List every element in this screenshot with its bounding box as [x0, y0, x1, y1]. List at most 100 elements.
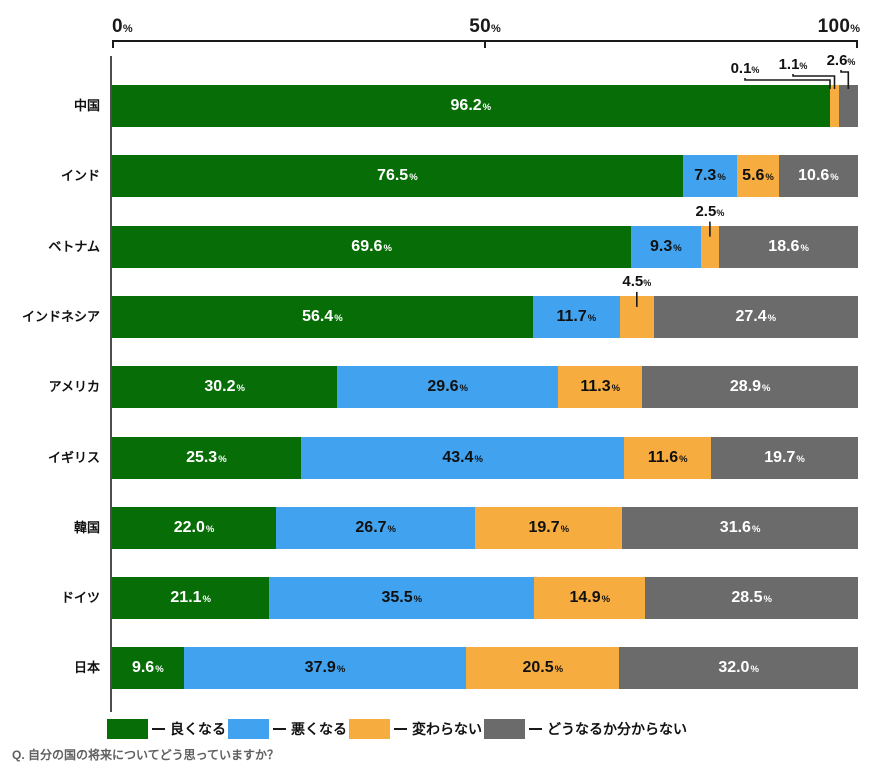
value-number: 0.1 — [730, 60, 752, 77]
legend-dash — [152, 728, 165, 730]
segment-unknown: 27.4% — [653, 295, 858, 338]
segment-value-label: 37.9% — [305, 659, 346, 677]
segment-unchanged: 20.5% — [466, 647, 620, 690]
category-label: 日本 — [73, 660, 100, 676]
percent-sign: % — [765, 172, 774, 184]
category-label: イギリス — [47, 449, 100, 465]
segment-unchanged: 11.3% — [558, 366, 643, 409]
segment-better: 9.6% — [112, 647, 184, 690]
value-number: 21.1 — [170, 589, 202, 607]
segment-better: 21.1% — [112, 577, 270, 620]
segment-unknown: 31.6% — [622, 506, 858, 549]
value-number: 69.6 — [351, 237, 383, 255]
segment-value-label: 19.7% — [764, 449, 805, 467]
segment-value-label: 56.4% — [302, 308, 343, 326]
x-axis-tick-label-0: 0% — [112, 15, 133, 39]
bar-row: 76.5% 7.3% 5.6% 10.6% — [112, 155, 858, 198]
value-number: 43.4 — [442, 448, 474, 466]
segment-value-label: 28.5% — [731, 589, 772, 607]
value-number: 37.9 — [304, 659, 336, 677]
callout-value-label: 0.1% — [729, 60, 761, 77]
segment-value-label: 21.1% — [170, 589, 211, 607]
legend-label: どうなるか分からない — [547, 721, 687, 737]
value-number: 20.5 — [522, 659, 554, 677]
value-number: 31.6 — [719, 518, 751, 536]
segment-value-label: 11.7% — [557, 308, 597, 326]
segment-unknown: 18.6% — [719, 225, 858, 268]
segment-unchanged — [620, 295, 654, 338]
percent-sign: % — [716, 207, 725, 218]
percent-sign: % — [762, 383, 771, 395]
value-number: 30.2 — [204, 378, 236, 396]
segment-worse: 11.7% — [532, 295, 621, 338]
segment-value-label: 96.2% — [451, 97, 492, 115]
percent-sign: % — [560, 523, 570, 535]
callout-value-label: 4.5% — [621, 272, 653, 290]
survey-question: Q. 自分の国の将来についてどう思っていますか？ — [12, 748, 280, 762]
category-label: 韓国 — [73, 519, 100, 535]
category-label: アメリカ — [48, 379, 100, 395]
x-axis-tick-50 — [484, 42, 486, 48]
segment-better: 96.2% — [112, 85, 830, 127]
x-axis-tick-label-100: 100% — [818, 15, 860, 39]
segment-value-label: 18.6% — [768, 238, 809, 256]
value-number: 35.5 — [381, 589, 413, 607]
segment-value-label: 35.5% — [382, 589, 423, 607]
x-axis-tick-number: 0 — [112, 16, 123, 37]
bar-row: 25.3% 43.4% 11.6% 19.7% — [112, 436, 858, 479]
x-axis-tick-100 — [856, 42, 858, 48]
value-number: 19.7 — [764, 448, 796, 466]
segment-unchanged: 14.9% — [534, 577, 646, 620]
legend-item-worse: 悪くなる — [228, 719, 347, 739]
value-number: 28.5 — [731, 589, 763, 607]
x-axis-tick-number: 50 — [469, 16, 491, 37]
value-number: 9.3 — [650, 237, 673, 255]
segment-better: 69.6% — [112, 225, 632, 268]
bar-row: 56.4% 11.7% 27.4% — [112, 295, 858, 338]
segment-unknown: 28.9% — [642, 366, 858, 409]
value-number: 7.3 — [694, 167, 717, 185]
segment-unchanged — [830, 85, 839, 127]
percent-sign: % — [554, 664, 564, 676]
percent-sign: % — [799, 61, 808, 71]
legend-label: 良くなる — [170, 721, 226, 737]
percent-sign: % — [643, 277, 652, 288]
segment-better: 22.0% — [112, 506, 277, 549]
legend-label: 悪くなる — [291, 721, 347, 737]
legend: 良くなる 悪くなる 変わらない どうなるか分からない — [107, 719, 687, 739]
segment-value-label: 32.0% — [718, 659, 759, 677]
segment-worse: 9.3% — [631, 225, 701, 268]
segment-unchanged: 5.6% — [737, 155, 779, 198]
legend-swatch-better — [107, 719, 148, 739]
segment-value-label: 28.9% — [730, 378, 771, 396]
segment-worse: 26.7% — [276, 506, 476, 549]
x-axis-line — [112, 40, 858, 42]
percent-sign: % — [202, 594, 211, 606]
value-number: 19.7 — [528, 518, 560, 536]
percent-sign: % — [155, 664, 164, 676]
segment-worse: 7.3% — [682, 155, 738, 198]
x-axis-tick-number: 100 — [817, 16, 851, 37]
segment-value-label: 11.3% — [580, 378, 620, 396]
value-number: 9.6 — [131, 659, 155, 677]
percent-sign: % — [236, 383, 245, 395]
legend-item-unchanged: 変わらない — [349, 719, 482, 739]
segment-unknown: 28.5% — [645, 577, 858, 620]
percent-sign: % — [122, 23, 133, 35]
segment-value-label: 25.3% — [186, 449, 227, 467]
percent-sign: % — [830, 172, 839, 184]
legend-swatch-unknown — [484, 719, 525, 739]
value-number: 2.6 — [826, 52, 848, 69]
percent-sign: % — [482, 102, 492, 113]
segment-value-label: 7.3% — [694, 167, 726, 185]
segment-unchanged: 19.7% — [475, 506, 623, 549]
value-number: 14.9 — [569, 589, 601, 607]
value-number: 18.6 — [768, 237, 800, 255]
segment-value-label: 43.4% — [442, 449, 483, 467]
legend-dash — [394, 728, 407, 730]
segment-value-label: 10.6% — [798, 167, 839, 185]
segment-worse: 37.9% — [183, 647, 467, 690]
percent-sign: % — [336, 664, 346, 676]
segment-unknown: 10.6% — [778, 155, 858, 198]
